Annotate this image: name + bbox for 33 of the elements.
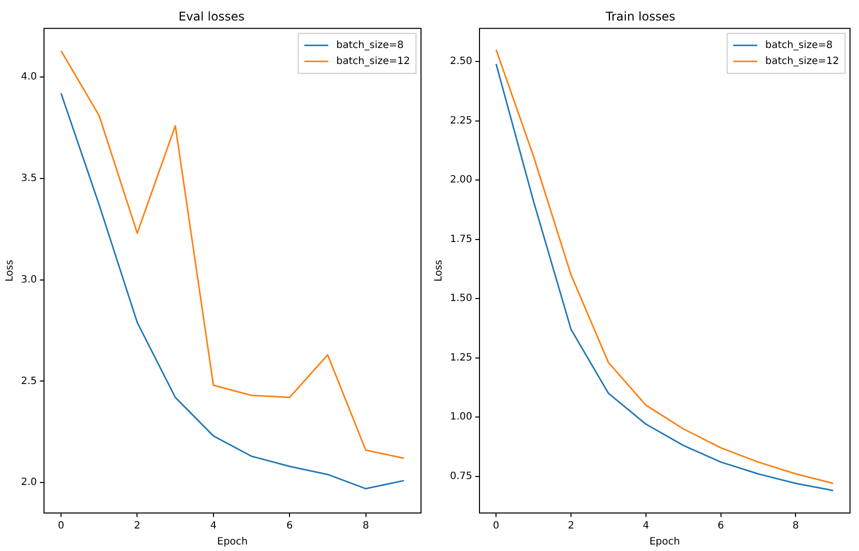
y-tick-label: 1.75 <box>450 234 472 245</box>
y-axis-title: Loss <box>434 260 445 282</box>
y-tick-label: 3.0 <box>20 274 37 286</box>
x-tick-label: 4 <box>210 520 217 532</box>
chart-title: Train losses <box>604 9 676 24</box>
x-tick-label: 2 <box>134 520 140 532</box>
x-tick-label: 8 <box>362 520 369 532</box>
x-tick-label: 2 <box>568 520 574 532</box>
y-axis-title: Loss <box>4 260 16 282</box>
x-tick-label: 0 <box>492 520 500 532</box>
y-tick-label: 4.0 <box>20 72 37 83</box>
x-axis-title: Epoch <box>649 536 680 548</box>
y-tick-label: 2.5 <box>20 376 37 387</box>
y-tick-label: 2.0 <box>20 477 37 488</box>
chart-title: Eval losses <box>178 9 244 24</box>
y-tick-label: 0.75 <box>450 470 472 482</box>
x-tick-label: 6 <box>718 520 724 532</box>
y-tick-label: 2.00 <box>450 174 472 186</box>
legend-label: batch_size=12 <box>765 56 840 67</box>
x-tick-label: 8 <box>792 520 799 532</box>
x-axis-title: Epoch <box>217 536 248 548</box>
y-tick-label: 1.25 <box>450 352 472 364</box>
y-tick-label: 1.50 <box>450 293 472 304</box>
y-tick-label: 3.5 <box>20 173 37 184</box>
x-tick-label: 4 <box>642 520 650 532</box>
y-tick-label: 1.00 <box>450 412 472 423</box>
x-tick-label: 6 <box>286 520 293 532</box>
x-tick-label: 0 <box>58 520 64 532</box>
y-tick-label: 2.25 <box>450 115 472 126</box>
legend-label: batch_size=12 <box>336 56 410 67</box>
legend-label: batch_size=8 <box>336 40 404 51</box>
legend-label: batch_size=8 <box>765 40 833 51</box>
y-tick-label: 2.50 <box>450 56 472 68</box>
